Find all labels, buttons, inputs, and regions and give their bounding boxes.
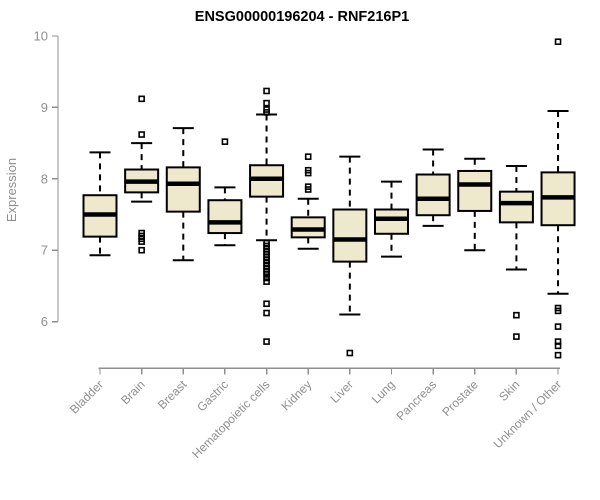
x-tick-label-breast: Breast: [155, 377, 190, 412]
outlier-point: [263, 300, 270, 308]
box-group-kidney: [290, 153, 326, 250]
outlier-point: [304, 169, 312, 177]
outlier-point: [304, 153, 312, 160]
iqr-box: [373, 208, 409, 235]
outlier-point: [554, 351, 562, 359]
box-group-brain: [124, 95, 160, 254]
box-group-prostate: [457, 157, 493, 252]
outlier-point: [138, 238, 145, 245]
outlier-point: [304, 186, 312, 193]
x-tick-label-skin: Skin: [496, 378, 522, 404]
iqr-box: [332, 208, 368, 263]
outlier-point: [138, 246, 145, 254]
x-tick-label-lung: Lung: [369, 378, 398, 407]
boxes-layer: [82, 38, 576, 359]
outlier-point: [263, 99, 270, 107]
box-group-unknown-other: [540, 38, 576, 359]
x-tick-label-gastric: Gastric: [194, 378, 231, 415]
iqr-box: [415, 173, 451, 217]
outlier-point: [263, 271, 270, 278]
outlier-point: [263, 274, 270, 282]
outlier-point: [138, 131, 145, 138]
outlier-point: [513, 333, 520, 340]
outlier-point: [513, 311, 520, 319]
x-tick-label-liver: Liver: [328, 378, 356, 406]
y-axis: 6 7 8 9 10: [34, 29, 59, 329]
y-axis-title: Expression: [4, 158, 19, 222]
box-group-lung: [373, 180, 409, 258]
iqr-box: [207, 199, 243, 235]
iqr-box: [165, 166, 201, 213]
box-group-gastric: [207, 138, 243, 247]
outlier-point: [554, 38, 562, 46]
x-tick-label-bladder: Bladder: [67, 378, 106, 417]
y-tick-label-10: 10: [34, 29, 48, 44]
outlier-point: [263, 309, 270, 317]
x-tick-label-brain: Brain: [118, 378, 148, 408]
box-group-liver: [332, 155, 368, 357]
outlier-point: [554, 307, 562, 315]
y-tick-label-7: 7: [41, 243, 48, 258]
x-tick-label-pancreas: Pancreas: [393, 378, 439, 424]
outlier-point: [346, 349, 354, 357]
box-group-breast: [165, 127, 201, 262]
box-group-pancreas: [415, 148, 451, 227]
outlier-point: [263, 338, 270, 345]
chart-title: ENSG00000196204 - RNF216P1: [195, 9, 409, 25]
x-tick-label-prostate: Prostate: [439, 377, 481, 419]
box-group-skin: [498, 164, 534, 340]
outlier-point: [221, 138, 229, 145]
outlier-point: [554, 323, 562, 330]
iqr-box: [498, 190, 534, 224]
outlier-point: [554, 342, 562, 350]
y-tick-label-8: 8: [41, 171, 48, 186]
outlier-point: [263, 278, 270, 285]
iqr-box: [457, 169, 493, 212]
outlier-point: [138, 95, 145, 103]
y-tick-label-6: 6: [41, 314, 48, 329]
y-tick-label-9: 9: [41, 100, 48, 115]
box-group-bladder: [82, 151, 118, 257]
x-tick-label-hematopoietic-cells: Hematopoietic cells: [189, 378, 272, 461]
box-group-hematopoietic-cells: [249, 87, 285, 345]
outlier-point: [263, 87, 270, 95]
outlier-point: [263, 109, 270, 116]
x-tick-label-kidney: Kidney: [278, 378, 314, 414]
